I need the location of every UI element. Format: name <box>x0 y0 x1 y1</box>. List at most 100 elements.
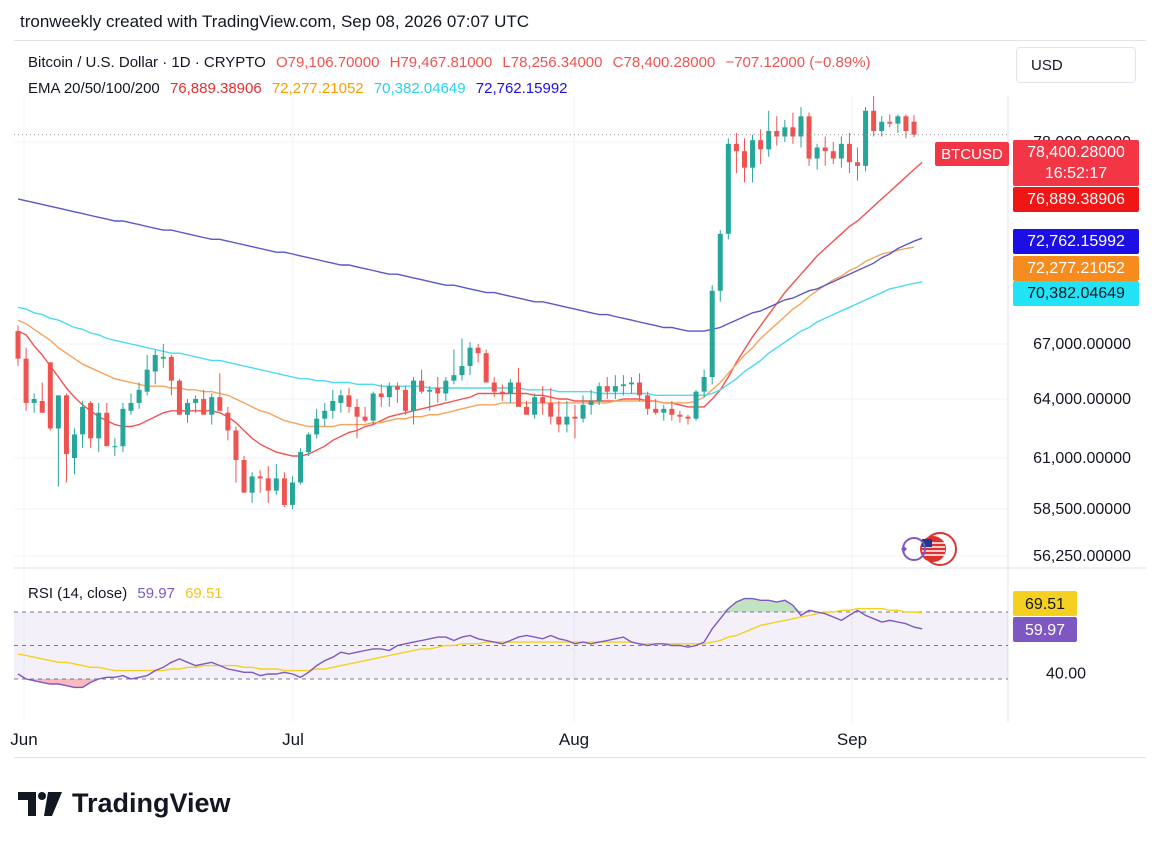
symbol-name[interactable]: Bitcoin / U.S. Dollar · 1D · CRYPTO <box>28 54 266 71</box>
candle <box>758 129 764 165</box>
candle <box>612 375 618 399</box>
candle <box>168 355 174 396</box>
candle-body <box>467 347 473 366</box>
candle-body <box>257 476 263 479</box>
ema100-value: 70,382.04649 <box>373 80 466 97</box>
candle-body <box>55 395 61 429</box>
candle-body <box>717 233 723 291</box>
candle-body <box>402 389 408 411</box>
candle-body <box>63 395 69 455</box>
candle-body <box>863 110 869 166</box>
ema200-badge-text: 72,762.15992 <box>1027 233 1125 250</box>
open-value: O79,106.70000 <box>276 54 380 71</box>
ema100-badge-bg <box>1013 281 1139 306</box>
candle <box>806 112 812 166</box>
candle-body <box>782 127 788 137</box>
sparkle-icon <box>901 537 926 561</box>
candle-body <box>806 116 812 159</box>
candle <box>628 377 634 394</box>
time-tick-label: Sep <box>837 730 867 749</box>
chart-attribution: tronweekly created with TradingView.com,… <box>20 12 530 31</box>
candle-body <box>798 116 804 137</box>
candle <box>515 367 521 407</box>
candle-body <box>628 382 634 385</box>
candle <box>338 389 344 413</box>
candle-body <box>620 384 626 387</box>
candle <box>435 377 441 403</box>
candle <box>814 143 820 170</box>
ema-label[interactable]: EMA 20/50/100/200 <box>28 80 160 97</box>
candle <box>265 466 271 503</box>
candle-body <box>556 416 562 425</box>
candle-body <box>185 402 191 415</box>
candle-body <box>871 110 877 131</box>
candle <box>483 349 489 383</box>
candle <box>193 395 199 413</box>
candle <box>677 410 683 423</box>
candle <box>499 384 505 401</box>
candle-body <box>201 399 207 415</box>
ticker-badge-text: BTCUSD <box>941 146 1003 163</box>
candle-body <box>733 143 739 152</box>
candle-body <box>572 416 578 419</box>
low-value: L78,256.34000 <box>502 54 603 71</box>
time-tick-label: Jun <box>10 730 37 749</box>
candle-body <box>233 430 239 461</box>
time-tick-label: Aug <box>559 730 589 749</box>
candle-body <box>322 410 328 419</box>
currency-selector[interactable]: USD <box>1016 47 1136 83</box>
ema20-badge-text: 76,889.38906 <box>1027 191 1125 208</box>
price-tick-label: 61,000.00000 <box>1033 450 1131 467</box>
candle <box>31 393 37 413</box>
candle-body <box>483 353 489 383</box>
rsi-badge-bg <box>1013 617 1077 642</box>
candle-body <box>887 121 893 124</box>
candle <box>354 399 360 439</box>
candle-body <box>693 391 699 419</box>
candle-body <box>515 382 521 407</box>
candle <box>120 402 126 453</box>
candle <box>491 377 497 398</box>
candle <box>871 96 877 137</box>
ema20-badge: 76,889.38906 <box>1013 187 1139 212</box>
candle <box>23 347 29 411</box>
candle-body <box>23 358 29 403</box>
candle-body <box>354 406 360 417</box>
last-price-badge-bg <box>1013 140 1139 186</box>
rsi-label[interactable]: RSI (14, close) <box>28 585 128 602</box>
candle <box>693 389 699 421</box>
ema20-line <box>17 161 923 457</box>
candle <box>572 404 578 439</box>
rsi-oversold-fill <box>26 679 99 688</box>
candle-body <box>273 478 279 491</box>
candle-body <box>564 416 570 425</box>
ema50-value: 72,277.21052 <box>271 80 364 97</box>
tradingview-logo[interactable]: TradingView <box>18 788 231 819</box>
candle-body <box>758 140 764 150</box>
candle-body <box>298 452 304 483</box>
candle <box>362 406 368 423</box>
rsi-tick-label: 40.00 <box>1046 665 1086 682</box>
candle <box>548 388 554 425</box>
candle <box>830 142 836 165</box>
candle <box>750 134 756 183</box>
rsi-ma-badge: 69.51 <box>1013 591 1077 616</box>
flag-canton <box>922 539 932 547</box>
candle-body <box>435 388 441 394</box>
candle <box>532 393 538 419</box>
candle <box>233 426 239 483</box>
candle-body <box>766 130 772 150</box>
rsi-value: 59.97 <box>137 585 175 602</box>
candle <box>209 393 215 425</box>
ema50-line <box>17 246 915 428</box>
candle <box>822 136 828 166</box>
chart-frame <box>14 40 1146 758</box>
candle <box>249 472 255 503</box>
price-tick-label: 64,000.00000 <box>1033 391 1131 408</box>
ema50-badge: 72,277.21052 <box>1013 256 1139 281</box>
candle-body <box>661 408 667 413</box>
candle <box>88 400 94 449</box>
candle <box>419 369 425 394</box>
candle-body <box>532 397 538 415</box>
